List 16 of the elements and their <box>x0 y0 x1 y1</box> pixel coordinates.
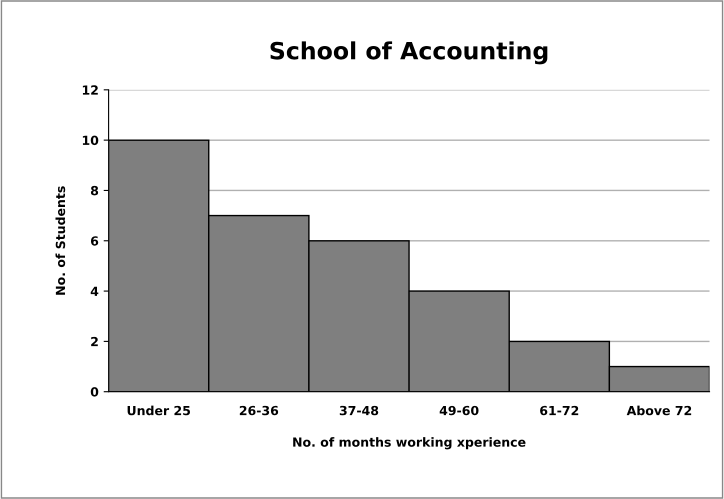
y-axis-title: No. of Students <box>55 186 66 295</box>
y-tick-label: 4 <box>90 286 98 296</box>
y-tick-label: 6 <box>90 236 98 246</box>
y-tick-label: 0 <box>90 387 98 397</box>
x-tick-label: 37-48 <box>340 406 378 416</box>
y-tick-label: 2 <box>91 336 98 346</box>
chart-title: School of Accounting <box>270 41 548 64</box>
x-tick-label: Under 25 <box>128 406 190 416</box>
y-tick-label: 8 <box>90 186 98 196</box>
x-axis-title: No. of months working xperience <box>293 437 526 450</box>
x-tick-label: Above 72 <box>626 406 692 416</box>
x-tick-label: 61-72 <box>540 406 578 416</box>
x-tick-label: 26-36 <box>240 406 278 416</box>
y-tick-label: 10 <box>82 136 98 146</box>
x-tick-label: 49-60 <box>440 406 479 416</box>
y-tick-label: 12 <box>82 85 98 95</box>
